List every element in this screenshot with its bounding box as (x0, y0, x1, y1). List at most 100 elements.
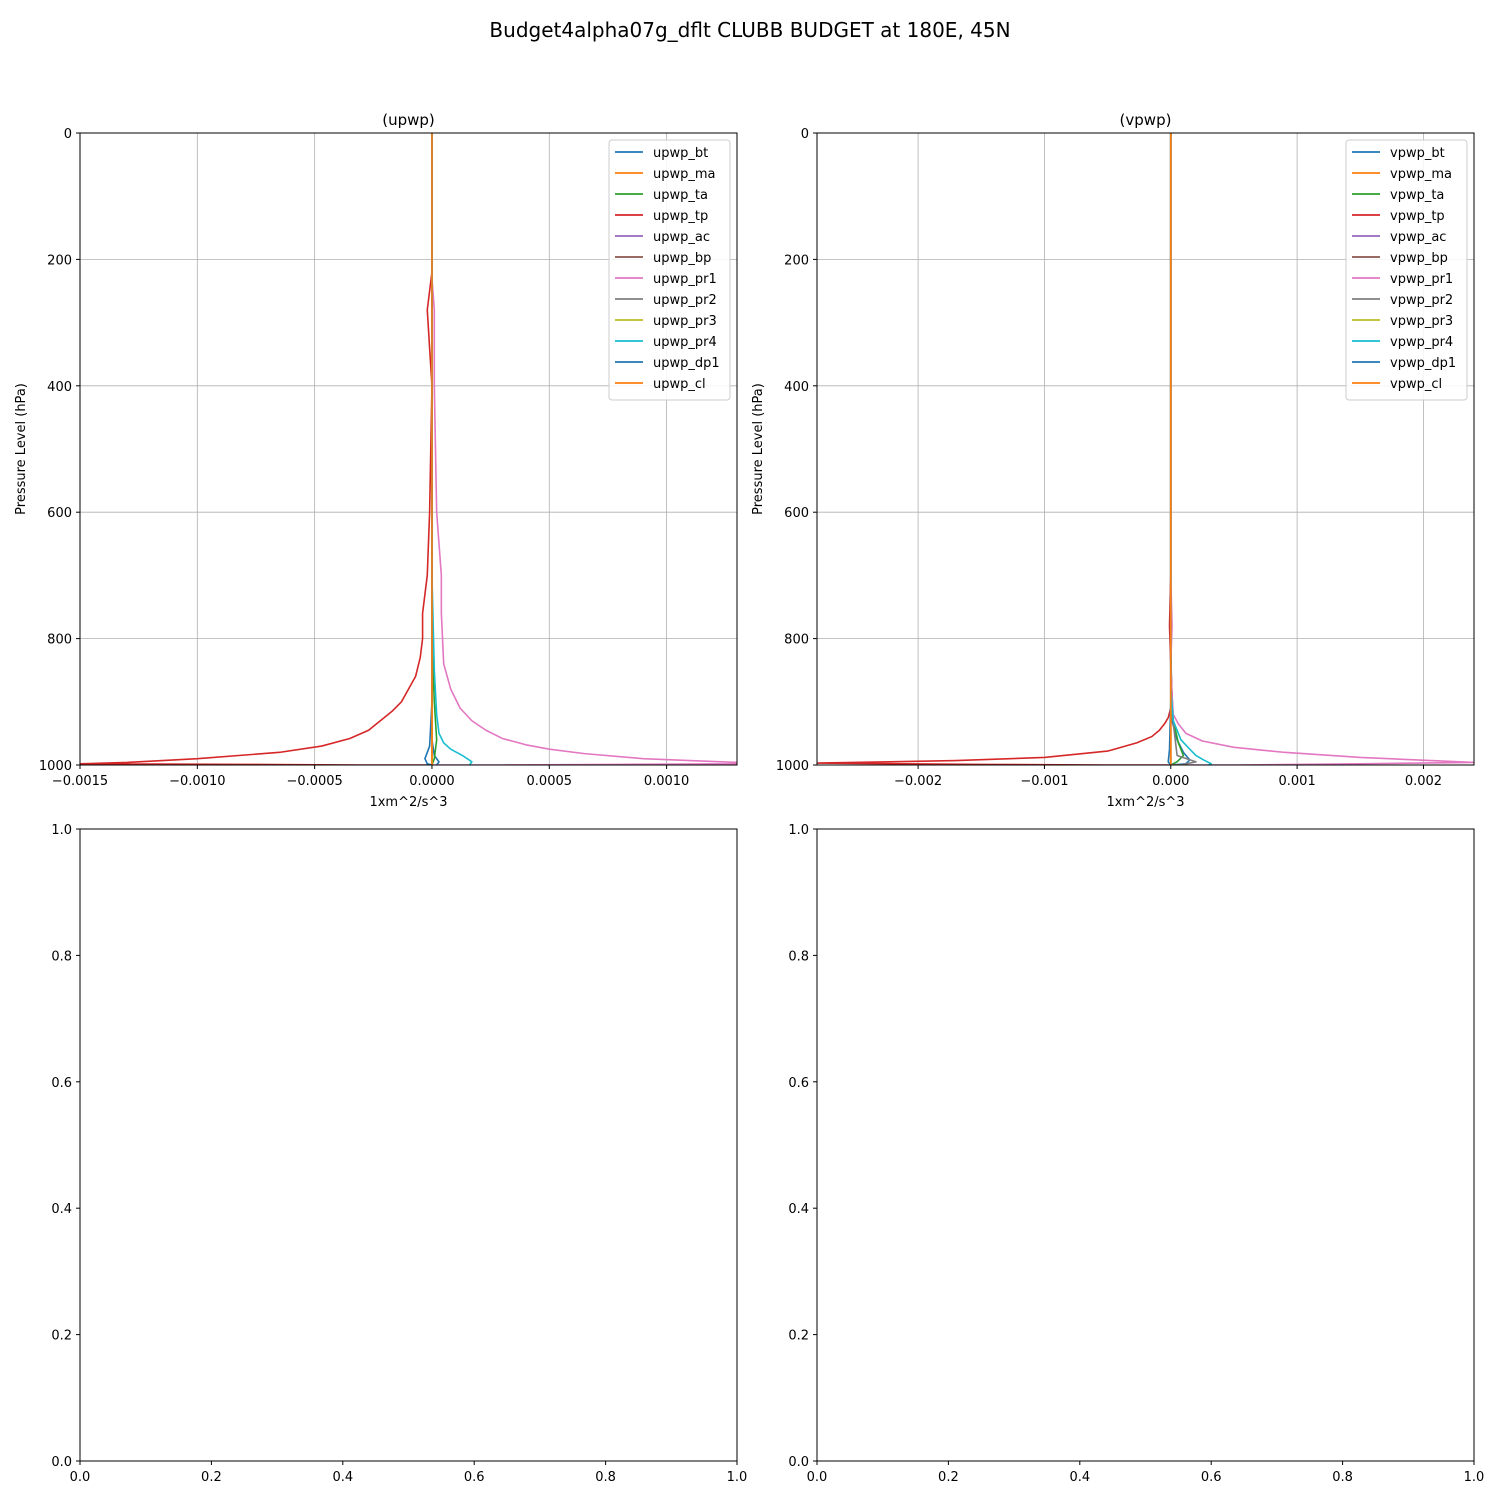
legend-item: vpwp_pr2 (1352, 293, 1453, 308)
x-axis-label: 1xm^2/s^3 (1106, 795, 1184, 810)
series-line-upwp_pr4 (431, 133, 473, 765)
legend-item: upwp_ma (615, 167, 716, 182)
x-tick-label: 0.000 (1152, 774, 1189, 789)
y-tick-label: 1000 (39, 759, 72, 774)
y-tick-label: 800 (47, 633, 72, 648)
axes-frame (816, 828, 1475, 1462)
legend-item: vpwp_pr3 (1352, 314, 1453, 329)
x-tick-label: 0.0 (70, 1470, 91, 1485)
x-tick-label: 0.0010 (644, 774, 690, 789)
legend-label: upwp_ma (653, 167, 716, 182)
x-tick-label: 0.001 (1279, 774, 1316, 789)
x-tick-label: −0.0005 (286, 774, 342, 789)
x-tick-label: 0.6 (1201, 1470, 1222, 1485)
figure-title: Budget4alpha07g_dflt CLUBB BUDGET at 180… (489, 18, 1010, 42)
legend-label: vpwp_pr1 (1390, 272, 1453, 287)
y-tick-label: 200 (784, 253, 809, 268)
legend-label: vpwp_cl (1390, 377, 1442, 392)
legend-label: upwp_tp (653, 209, 708, 224)
x-tick-label: 0.2 (938, 1470, 959, 1485)
y-tick-label: 800 (784, 633, 809, 648)
y-tick-label: 600 (47, 506, 72, 521)
x-tick-label: −0.0010 (169, 774, 225, 789)
legend-box (1345, 139, 1468, 401)
legend-item: upwp_ta (615, 188, 708, 203)
x-tick-label: 1.0 (1464, 1470, 1485, 1485)
legend-label: vpwp_pr3 (1390, 314, 1453, 329)
legend-box (608, 139, 731, 401)
y-tick-label: 0.4 (788, 1202, 809, 1217)
subplot-4: 0.0 0.2 0.4 0.6 0.8 1.0 0.0 0.2 0.4 0.6 0.8 1.0 (788, 823, 1484, 1485)
legend-item: vpwp_tp (1352, 209, 1445, 224)
x-tick-label: 1.0 (727, 1470, 748, 1485)
y-tick-label: 1.0 (788, 823, 809, 838)
y-tick-label: 1000 (776, 759, 809, 774)
subplot-1: −0.0015 −0.0010 −0.0005 0.0000 0.0005 0.0010 0… (14, 111, 738, 810)
legend-label: upwp_cl (653, 377, 706, 392)
y-tick-label: 0.2 (788, 1329, 809, 1344)
legend-label: upwp_bp (653, 251, 711, 266)
x-tick-label: 0.0 (807, 1470, 828, 1485)
legend: upwp_bt upwp_ma upwp_ta upwp_tp upwp_ac upwp_… (608, 139, 731, 401)
x-tick-label: 0.0005 (527, 774, 573, 789)
series-line-upwp_pr1 (431, 133, 737, 765)
legend-item: vpwp_pr1 (1352, 272, 1453, 287)
legend-label: vpwp_bt (1390, 146, 1445, 161)
x-tick-label: 0.6 (464, 1470, 485, 1485)
legend-label: upwp_bt (653, 146, 708, 161)
y-tick-label: 400 (784, 380, 809, 395)
y-tick-label: 0.6 (51, 1076, 72, 1091)
x-tick-label: 0.2 (201, 1470, 222, 1485)
y-tick-label: 0.4 (51, 1202, 72, 1217)
series-lines (817, 133, 1474, 765)
x-tick-label: 0.4 (332, 1470, 353, 1485)
legend-label: upwp_pr3 (653, 314, 717, 329)
y-tick-label: 400 (47, 380, 72, 395)
legend-item: upwp_ac (615, 230, 710, 245)
legend-label: upwp_ac (653, 230, 710, 245)
x-tick-label: −0.0015 (52, 774, 108, 789)
y-axis-label: Pressure Level (hPa) (14, 383, 29, 515)
legend-label: vpwp_tp (1390, 209, 1445, 224)
subplot-title: (upwp) (382, 111, 435, 129)
legend-item: vpwp_bt (1352, 146, 1445, 161)
legend-label: upwp_pr4 (653, 335, 717, 350)
legend-label: upwp_pr2 (653, 293, 717, 308)
y-tick-label: 0.0 (51, 1455, 72, 1470)
legend-label: vpwp_ac (1390, 230, 1446, 245)
subplot-3: 0.0 0.2 0.4 0.6 0.8 1.0 0.0 0.2 0.4 0.6 0.8 1.0 (51, 823, 747, 1485)
x-tick-label: 0.8 (595, 1470, 616, 1485)
subplot-title: (vpwp) (1120, 111, 1172, 129)
legend-label: vpwp_ta (1390, 188, 1444, 203)
legend-item: vpwp_bp (1352, 251, 1448, 266)
y-tick-label: 0 (801, 127, 809, 142)
x-tick-label: −0.002 (894, 774, 942, 789)
y-tick-label: 200 (47, 253, 72, 268)
legend-label: vpwp_bp (1390, 251, 1448, 266)
y-tick-label: 0.6 (788, 1076, 809, 1091)
legend-item: vpwp_ma (1352, 167, 1452, 182)
legend-item: vpwp_ac (1352, 230, 1446, 245)
legend-item: upwp_pr1 (615, 272, 717, 287)
legend-label: vpwp_ma (1390, 167, 1452, 182)
series-lines (80, 133, 737, 765)
y-tick-label: 1.0 (51, 823, 72, 838)
subplots: −0.0015 −0.0010 −0.0005 0.0000 0.0005 0.00100… (14, 111, 1484, 1485)
legend-item: upwp_bt (615, 146, 708, 161)
legend-label: upwp_ta (653, 188, 708, 203)
x-tick-label: 0.002 (1405, 774, 1442, 789)
legend-item: vpwp_pr4 (1352, 335, 1453, 350)
y-axis-label: Pressure Level (hPa) (751, 383, 766, 515)
x-tick-label: 0.0000 (409, 774, 455, 789)
legend-item: upwp_bp (615, 251, 711, 266)
legend-item: upwp_tp (615, 209, 708, 224)
y-tick-label: 0.8 (51, 949, 72, 964)
axes-frame (79, 132, 738, 766)
axes-frame (79, 828, 738, 1462)
legend-label: vpwp_pr4 (1390, 335, 1453, 350)
y-tick-label: 0 (64, 127, 72, 142)
legend-item: vpwp_cl (1352, 377, 1442, 392)
x-tick-label: 0.4 (1069, 1470, 1090, 1485)
